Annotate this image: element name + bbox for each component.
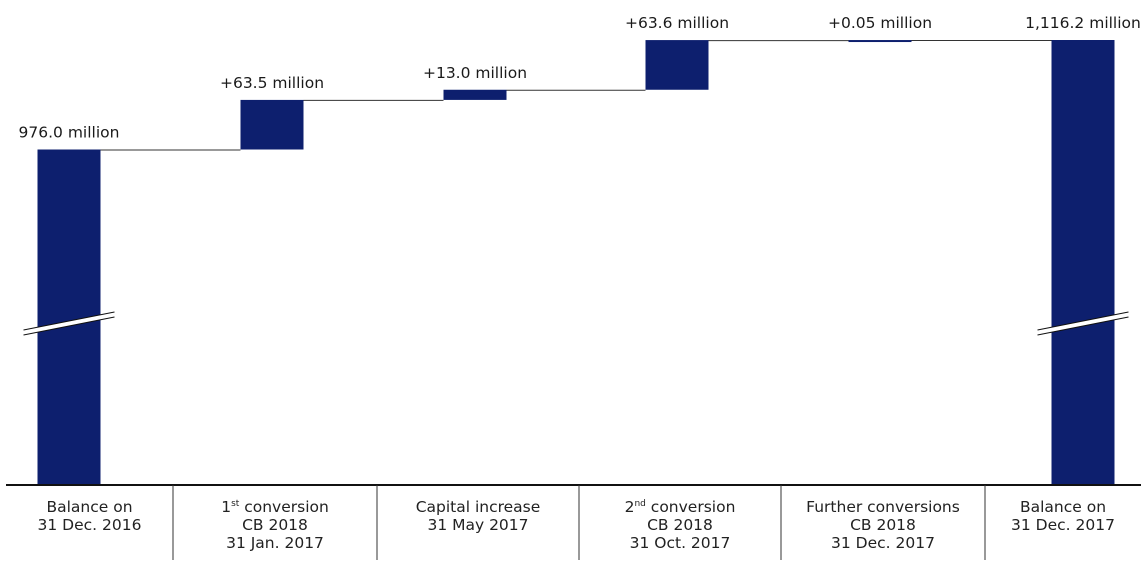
bar-6 [1051, 40, 1115, 485]
value-label-2: +63.5 million [220, 74, 324, 92]
category-label-line: CB 2018 [242, 516, 308, 534]
bar-3 [443, 89, 507, 100]
category-label-line: 31 Jan. 2017 [226, 534, 324, 552]
category-label-6: Balance on 31 Dec. 2017 [985, 487, 1141, 571]
category-label-line: CB 2018 [850, 516, 916, 534]
break-line-bottom-1 [23, 316, 115, 336]
category-label-line: 2nd conversion [624, 498, 736, 516]
break-gap-1 [23, 312, 115, 335]
category-label-line: 31 Dec. 2017 [831, 534, 935, 552]
category-label-5: Further conversions CB 2018 31 Dec. 2017 [781, 487, 985, 571]
category-label-4: 2nd conversion CB 2018 31 Oct. 2017 [579, 487, 781, 571]
value-label-5: +0.05 million [828, 14, 932, 32]
category-label-line: 31 Oct. 2017 [629, 534, 731, 552]
category-label-line: Capital increase [415, 498, 541, 516]
value-label-3: +13.0 million [423, 64, 527, 82]
category-label-line: 31 Dec. 2016 [37, 516, 142, 534]
value-labels: 976.0 million +63.5 million +13.0 million +… [19, 14, 1141, 142]
bars [37, 40, 1115, 485]
bar-2 [240, 99, 304, 150]
break-gap-6 [1037, 312, 1129, 335]
category-label-2: 1st conversion CB 2018 31 Jan. 2017 [173, 487, 377, 571]
category-label-line: Balance on [46, 498, 133, 516]
category-labels: Balance on 31 Dec. 2016 1st conversion CB 2… [0, 487, 1141, 560]
connector-lines [100, 40, 1052, 151]
category-label-line: 31 Dec. 2017 [1011, 516, 1115, 534]
category-dividers [172, 485, 986, 560]
category-label-3: Capital increase 31 May 2017 [377, 487, 579, 571]
bar-4 [645, 40, 709, 90]
category-label-line: 31 May 2017 [427, 516, 529, 534]
value-label-1: 976.0 million [19, 124, 120, 142]
category-label-1: Balance on 31 Dec. 2016 [6, 487, 173, 571]
category-label-line: CB 2018 [647, 516, 713, 534]
break-line-bottom-6 [1037, 316, 1129, 336]
category-label-line: Further conversions [806, 498, 960, 516]
break-line-top-6 [1037, 311, 1129, 331]
value-label-4: +63.6 million [625, 14, 729, 32]
category-label-line: Balance on [1019, 498, 1107, 516]
axis-break-marks [23, 311, 1129, 336]
break-line-top-1 [23, 311, 115, 331]
value-label-6: 1,116.2 million [1025, 14, 1141, 32]
bar-5 [848, 40, 912, 43]
category-label-line: 1st conversion [221, 498, 329, 516]
